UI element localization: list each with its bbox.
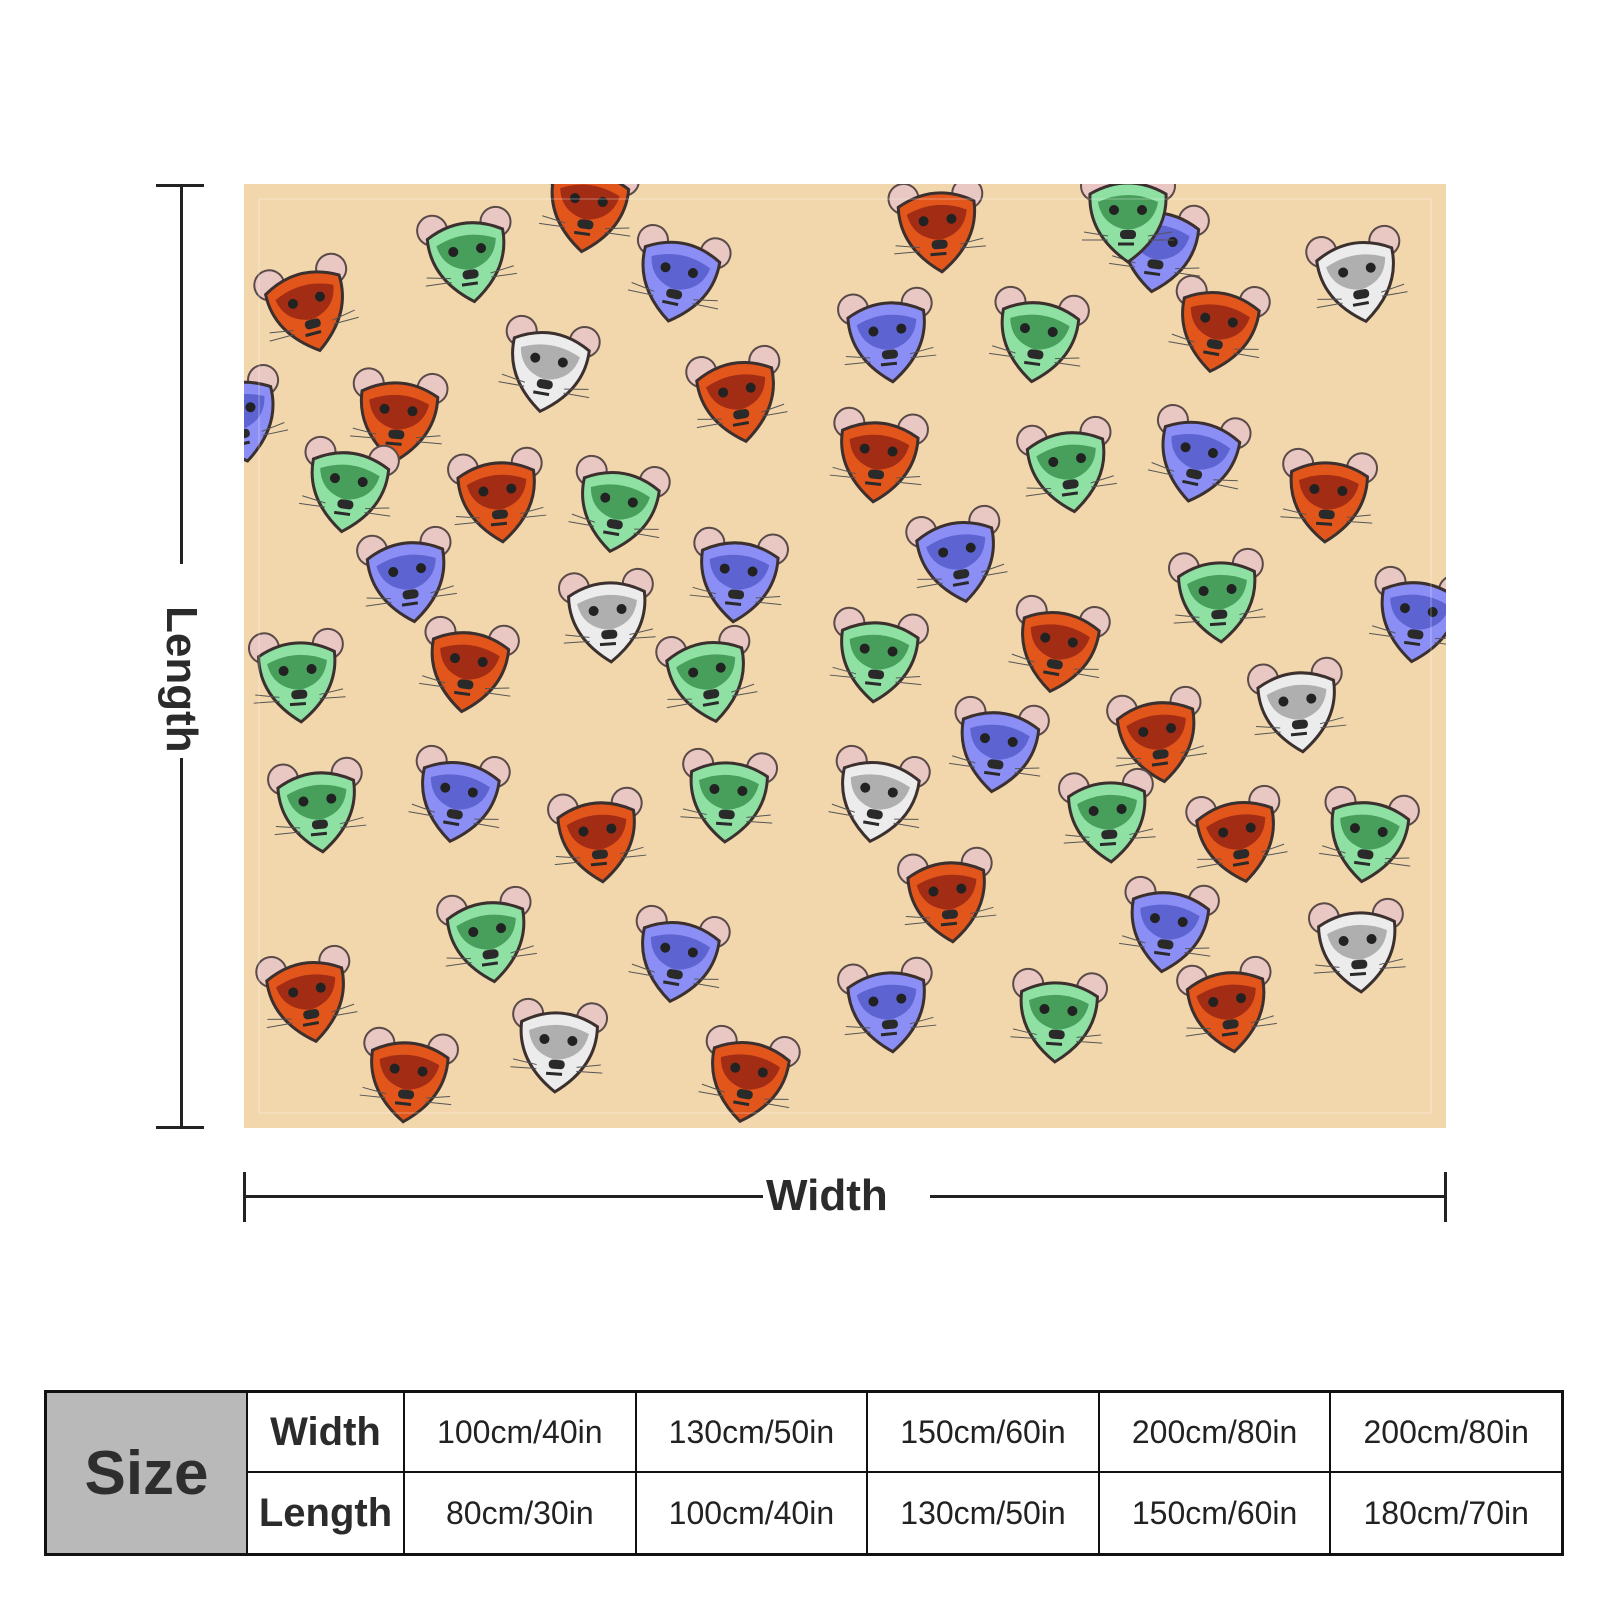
ferret-face-icon [880, 184, 997, 283]
size-table-cell: 100cm/40in [634, 1473, 867, 1553]
ferret-face-icon [889, 839, 1007, 954]
ferret-face-icon [1001, 960, 1116, 1071]
ferret-face-icon [679, 519, 797, 634]
ferret-face-icon [977, 277, 1098, 395]
ferret-face-icon [1239, 649, 1357, 764]
size-table-width-label: Width [246, 1393, 403, 1473]
ferret-face-icon [347, 517, 468, 635]
ferret-face-icon [1107, 867, 1228, 985]
ferret-face-icon [244, 620, 355, 731]
ferret-face-icon [816, 735, 940, 856]
ferret-face-icon [686, 1015, 810, 1128]
ferret-face-icon [539, 779, 657, 894]
ferret-face-icon [829, 949, 947, 1064]
ferret-face-icon [527, 184, 648, 265]
ferret-face-icon [340, 359, 457, 472]
size-table-cell: 80cm/30in [403, 1473, 635, 1553]
ferret-face-icon [349, 1019, 467, 1128]
length-dimension-line-upper [180, 184, 183, 564]
ferret-face-icon [616, 895, 740, 1016]
ferret-face-icon [287, 427, 408, 545]
ferret-face-icon [246, 935, 370, 1056]
ferret-face-icon [259, 749, 377, 864]
size-table-header: Size [47, 1393, 246, 1553]
blanket-image [244, 184, 1446, 1128]
ferret-face-icon [1296, 215, 1420, 336]
ferret-face-icon [896, 495, 1020, 616]
ferret-face-icon [1134, 394, 1261, 518]
ferret-face-icon [244, 354, 302, 478]
size-table: Size Width 100cm/40in 130cm/50in 150cm/6… [44, 1390, 1564, 1556]
ferret-face-icon [614, 214, 741, 338]
ferret-face-icon [671, 740, 786, 851]
size-table-cell: 150cm/60in [1097, 1473, 1330, 1553]
ferret-face-icon [1051, 760, 1166, 871]
ferret-face-icon [819, 399, 937, 514]
ferret-face-icon [829, 279, 947, 394]
ferret-face-icon [501, 990, 616, 1101]
ferret-face-icon [407, 197, 528, 315]
ferret-face-icon [937, 687, 1058, 805]
width-dimension-line-left [243, 1195, 763, 1198]
ferret-face-icon [439, 439, 557, 554]
ferret-face-icon [1176, 775, 1300, 896]
ferret-face-icon [1074, 184, 1182, 268]
ferret-face-icon [1271, 440, 1386, 551]
size-table-cell: 200cm/80in [1329, 1393, 1561, 1473]
size-table-length-label: Length [246, 1473, 403, 1553]
width-label: Width [766, 1171, 888, 1221]
size-table-cell: 200cm/80in [1097, 1393, 1330, 1473]
ferret-face-icon [1307, 777, 1428, 895]
size-table-cell: 150cm/60in [866, 1393, 1098, 1473]
ferret-face-icon [1007, 407, 1128, 525]
ferret-face-icon [819, 599, 937, 714]
ferret-face-icon [396, 735, 520, 856]
ferret-face-icon [676, 335, 800, 456]
ferret-face-icon [646, 615, 770, 736]
ferret-face-icon [486, 305, 610, 426]
ferret-face-icon [407, 607, 528, 725]
size-table-cell: 100cm/40in [403, 1393, 635, 1473]
width-dimension-line-right [930, 1195, 1446, 1198]
ferret-face-icon [1357, 557, 1446, 675]
ferret-face-icon [996, 585, 1120, 706]
ferret-face-icon [244, 242, 374, 370]
ferret-face-icon [1156, 265, 1280, 386]
ferret-face-icon [1167, 947, 1288, 1065]
length-dimension-line-lower [180, 758, 183, 1128]
ferret-face-icon [1161, 540, 1276, 651]
size-table-cell: 130cm/50in [866, 1473, 1098, 1553]
ferret-face-icon [551, 560, 666, 671]
ferret-face-icon [1097, 677, 1218, 795]
ferret-face-icon [556, 445, 680, 566]
ferret-face-icon [427, 877, 548, 995]
length-label: Length [156, 586, 206, 753]
size-table-cell: 130cm/50in [634, 1393, 867, 1473]
ferret-face-icon [1301, 890, 1416, 1001]
size-table-cell: 180cm/70in [1329, 1473, 1561, 1553]
